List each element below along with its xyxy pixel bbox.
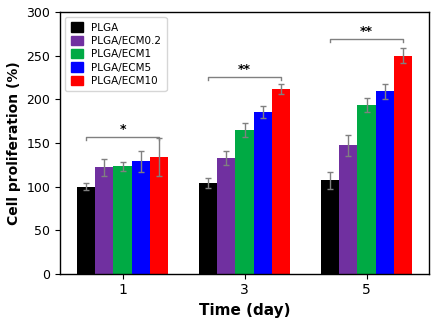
Bar: [95, 167, 113, 274]
Bar: [113, 166, 132, 274]
Legend: PLGA, PLGA/ECM0.2, PLGA/ECM1, PLGA/ECM5, PLGA/ECM10: PLGA, PLGA/ECM0.2, PLGA/ECM1, PLGA/ECM5,…: [65, 17, 167, 91]
Bar: [77, 187, 95, 274]
Bar: [199, 183, 217, 274]
Bar: [235, 130, 254, 274]
Text: **: **: [360, 25, 373, 38]
Bar: [150, 157, 168, 274]
Bar: [339, 146, 358, 274]
X-axis label: Time (day): Time (day): [199, 303, 290, 318]
Bar: [217, 158, 235, 274]
Bar: [394, 56, 412, 274]
Text: **: **: [238, 63, 251, 76]
Bar: [132, 161, 150, 274]
Text: *: *: [119, 123, 126, 136]
Bar: [321, 180, 339, 274]
Bar: [254, 112, 272, 274]
Bar: [358, 105, 376, 274]
Y-axis label: Cell proliferation (%): Cell proliferation (%): [7, 61, 21, 225]
Bar: [376, 91, 394, 274]
Bar: [272, 89, 290, 274]
